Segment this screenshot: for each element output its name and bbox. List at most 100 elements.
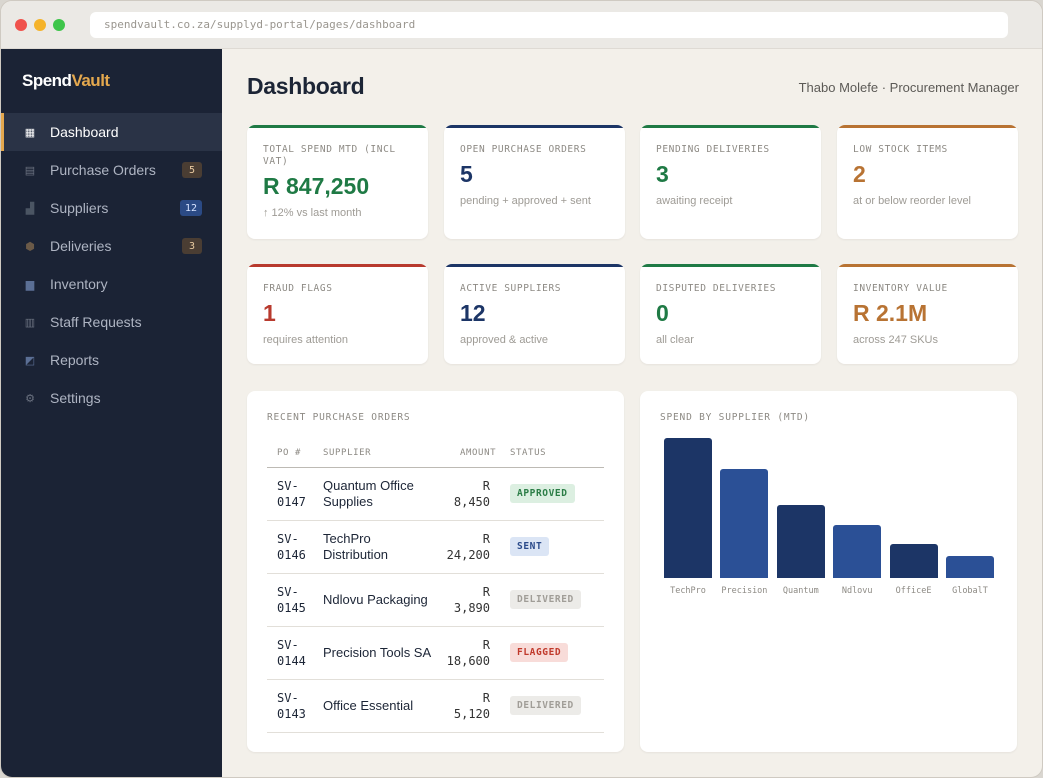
chart-bar-globalt[interactable]	[946, 555, 994, 578]
chart-bar-techpro[interactable]	[664, 438, 712, 578]
table-row[interactable]: SV-0144 Precision Tools SA R 18,600 FLAGGED	[267, 626, 604, 680]
orders-table: PO # SUPPLIER AMOUNT STATUS SV-0147 Quant…	[267, 439, 604, 733]
kpi-value: R 2.1M	[853, 300, 928, 326]
kpi-label: FRAUD FLAGS	[263, 283, 333, 294]
kpi-card[interactable]: INVENTORY VALUE R 2.1M across 247 SKUs	[837, 264, 1018, 364]
sidebar-item-deliveries[interactable]: ⬢ Deliveries 3	[1, 227, 222, 265]
supplier-name: Ndlovu Packaging	[323, 573, 440, 627]
kpi-value: 3	[656, 161, 669, 187]
po-number: SV-0144	[267, 626, 323, 680]
close-window-button[interactable]	[15, 18, 27, 31]
kpi-subtext: awaiting receipt	[656, 195, 733, 207]
status-badge: DELIVERED	[510, 590, 581, 609]
brand-logo[interactable]: Spend Vault	[1, 49, 222, 113]
chart-bar-precision[interactable]	[720, 468, 769, 578]
status-badge: APPROVED	[510, 484, 575, 503]
box-icon: ⬢	[25, 240, 35, 253]
kpi-card[interactable]: OPEN PURCHASE ORDERS 5 pending + approved …	[444, 125, 625, 239]
sidebar-item-settings[interactable]: ⚙ Settings	[1, 379, 222, 417]
recent-orders-card: RECENT PURCHASE ORDERS PO # SUPPLIER AMO…	[247, 391, 624, 752]
line-chart-icon: ◩	[24, 354, 36, 367]
sidebar-item-label: Inventory	[50, 276, 108, 292]
sidebar-item-purchase-orders[interactable]: ▤ Purchase Orders 5	[1, 151, 222, 189]
po-number: SV-0146	[267, 520, 323, 574]
minimize-window-button[interactable]	[34, 18, 46, 31]
document-icon: ▤	[24, 164, 36, 177]
sidebar-item-inventory[interactable]: ▆ Inventory	[1, 265, 222, 303]
sidebar-item-label: Staff Requests	[50, 314, 142, 330]
kpi-card[interactable]: LOW STOCK ITEMS 2 at or below reorder leve…	[837, 125, 1018, 239]
sidebar-item-label: Deliveries	[50, 238, 112, 254]
status-cell: FLAGGED	[510, 626, 604, 680]
x-tick-label: OfficeE	[895, 586, 932, 596]
col-supplier: SUPPLIER	[323, 439, 440, 468]
sidebar-item-label: Reports	[50, 352, 100, 368]
sidebar-item-reports[interactable]: ◩ Reports	[1, 341, 222, 379]
factory-icon: ▟	[25, 202, 35, 215]
grid-icon: ▦	[24, 126, 36, 139]
chart-bar-ndlovu[interactable]	[833, 524, 882, 578]
kpi-accent-bar	[444, 125, 625, 128]
chart-bar-officee[interactable]	[889, 544, 938, 578]
status-cell: APPROVED	[510, 467, 604, 521]
x-tick-label: GlobalT	[952, 586, 988, 596]
recent-orders-title: RECENT PURCHASE ORDERS	[267, 412, 411, 423]
count-badge: 12	[179, 200, 202, 216]
gear-icon: ⚙	[25, 392, 35, 405]
sidebar-item-label: Dashboard	[50, 124, 119, 140]
kpi-card[interactable]: FRAUD FLAGS 1 requires attention	[247, 264, 428, 364]
x-tick-label: Precision	[721, 586, 768, 596]
brand-part-2: Vault	[71, 71, 110, 90]
browser-chrome: spendvault.co.za/supplyd-portal/pages/da…	[1, 1, 1042, 49]
col-po: PO #	[267, 439, 323, 468]
page-title: Dashboard	[247, 73, 365, 99]
kpi-accent-bar	[837, 125, 1018, 128]
main-content: Dashboard Thabo Molefe · Procurement Man…	[222, 49, 1042, 777]
sidebar-item-label: Purchase Orders	[50, 162, 156, 178]
supplier-name: Office Essential	[323, 679, 440, 733]
kpi-label: LOW STOCK ITEMS	[853, 144, 948, 155]
address-bar[interactable]: spendvault.co.za/supplyd-portal/pages/da…	[90, 11, 1008, 38]
sidebar-nav: ▦ Dashboard ▤ Purchase Orders 5 ▟ Suppliers 12 ⬢…	[1, 113, 222, 417]
chart-title: SPEND BY SUPPLIER (MTD)	[660, 412, 810, 423]
kpi-card[interactable]: ACTIVE SUPPLIERS 12 approved & active	[444, 264, 625, 364]
kpi-label: OPEN PURCHASE ORDERS	[460, 144, 587, 155]
chart-bar-quantum[interactable]	[776, 505, 825, 578]
kpi-card[interactable]: PENDING DELIVERIES 3 awaiting receipt	[640, 125, 821, 239]
table-row[interactable]: SV-0146 TechPro Distribution R 24,200 SENT	[267, 520, 604, 574]
kpi-subtext: across 247 SKUs	[853, 334, 938, 346]
sidebar-item-staff-requests[interactable]: ▥ Staff Requests	[1, 303, 222, 341]
x-tick-label: Quantum	[782, 586, 819, 596]
kpi-card[interactable]: TOTAL SPEND MTD (INCL VAT) R 847,250 ↑ 12%…	[247, 125, 428, 239]
x-tick-label: Ndlovu	[841, 586, 873, 596]
kpi-subtext: requires attention	[263, 334, 348, 346]
kpi-value: 5	[460, 161, 473, 187]
kpi-value: 2	[853, 161, 866, 187]
order-amount: R 18,600	[440, 626, 510, 680]
bar-chart-icon: ▆	[25, 278, 35, 291]
sidebar-item-suppliers[interactable]: ▟ Suppliers 12	[1, 189, 222, 227]
table-row[interactable]: SV-0143 Office Essential R 5,120 DELIVERED	[267, 679, 604, 733]
order-amount: R 5,120	[440, 679, 510, 733]
maximize-window-button[interactable]	[53, 18, 65, 31]
table-row[interactable]: SV-0147 Quantum Office Supplies R 8,450 APP…	[267, 467, 604, 521]
user-info[interactable]: Thabo Molefe · Procurement Manager	[798, 80, 1019, 95]
kpi-accent-bar	[247, 125, 428, 128]
kpi-card[interactable]: DISPUTED DELIVERIES 0 all clear	[640, 264, 821, 364]
sidebar-item-dashboard[interactable]: ▦ Dashboard	[1, 113, 222, 151]
kpi-label: TOTAL SPEND MTD (INCL VAT)	[263, 144, 396, 167]
brand-part-1: Spend	[22, 71, 72, 90]
order-amount: R 8,450	[440, 467, 510, 521]
kpi-subtext: all clear	[656, 334, 694, 346]
x-tick-label: TechPro	[670, 586, 706, 596]
count-badge: 5	[182, 162, 202, 178]
kpi-value: 0	[656, 300, 669, 326]
count-badge: 3	[182, 238, 202, 254]
kpi-value: 1	[263, 300, 276, 326]
table-row[interactable]: SV-0145 Ndlovu Packaging R 3,890 DELIVERED	[267, 573, 604, 627]
col-amount: AMOUNT	[440, 439, 510, 468]
kpi-accent-bar	[640, 264, 821, 267]
kpi-label: PENDING DELIVERIES	[656, 144, 770, 155]
sidebar: Spend Vault ▦ Dashboard ▤ Purchase Orders 5 ▟ S…	[1, 49, 222, 777]
